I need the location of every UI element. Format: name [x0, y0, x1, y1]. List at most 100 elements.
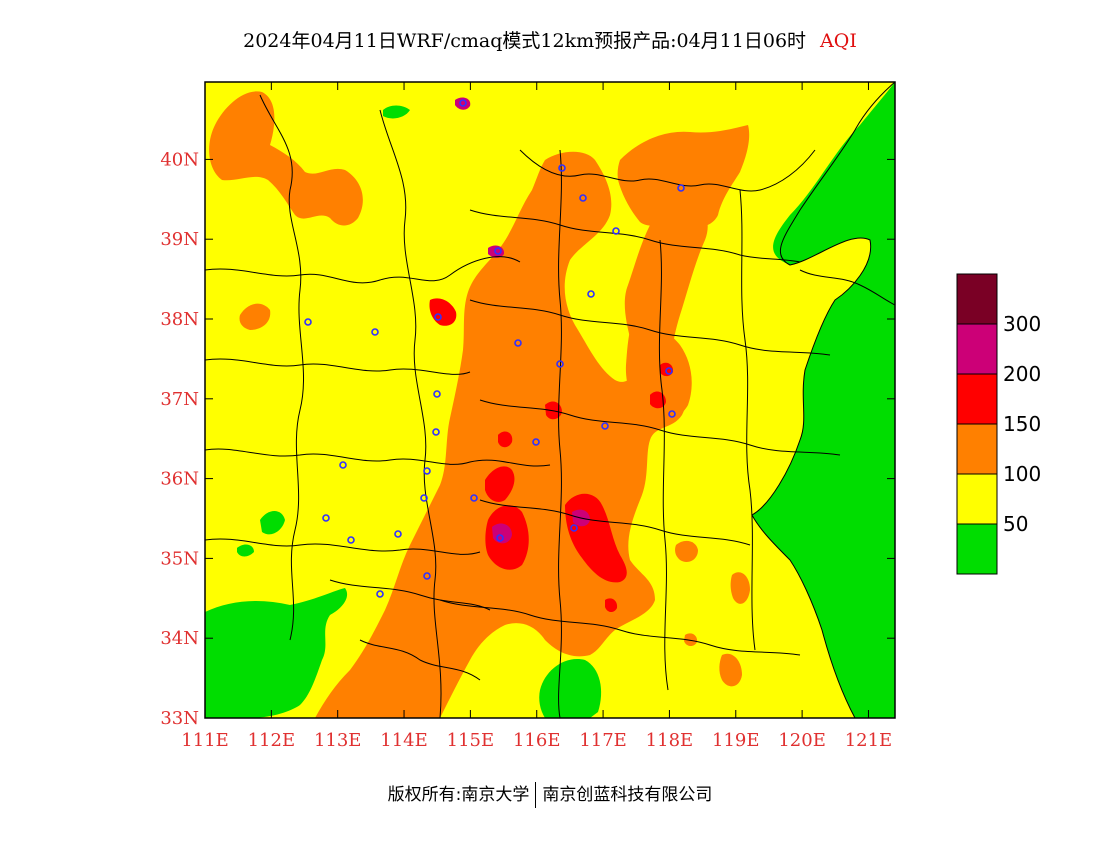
station-marker — [558, 164, 566, 172]
aqi-unhealthy-suzhou — [605, 598, 618, 613]
x-tick-label: 113E — [314, 730, 362, 751]
boundary-line-9 — [469, 299, 831, 356]
station-marker — [514, 339, 522, 347]
aqi-unhealthy-liaocheng — [498, 431, 513, 448]
station-marker — [347, 536, 355, 544]
y-tick-label: 39N — [160, 229, 199, 250]
aqi-sensitive-east-shandong — [625, 325, 692, 421]
legend-label: 200 — [1003, 362, 1041, 386]
x-tick-label: 111E — [181, 730, 229, 751]
station-marker — [394, 530, 402, 538]
footer-separator — [535, 782, 537, 808]
y-axis: 33N 34N 35N 36N 37N 38N 39N 40N — [160, 149, 895, 729]
station-marker — [579, 194, 587, 202]
station-marker — [433, 390, 441, 398]
legend-swatch — [956, 523, 998, 575]
legend-label: 50 — [1003, 512, 1028, 536]
plot-frame — [204, 81, 896, 719]
x-tick-label: 121E — [845, 730, 893, 751]
boundary-line-11 — [479, 499, 751, 546]
aqi-sensitive-northeast — [617, 125, 750, 228]
legend-label: 300 — [1003, 312, 1041, 336]
y-tick-label: 34N — [160, 628, 199, 649]
aqi-unhealthy-handan — [485, 466, 515, 502]
boundary-line-2 — [259, 94, 305, 641]
legend-label: 100 — [1003, 462, 1041, 486]
station-marker — [470, 494, 478, 502]
station-marker — [376, 590, 384, 598]
station-marker — [423, 572, 431, 580]
station-markers — [304, 99, 685, 598]
station-marker — [612, 227, 620, 235]
station-marker — [459, 99, 467, 107]
station-marker — [420, 494, 428, 502]
x-axis: 111E 112E 113E 114E 115E 116E 117E 118E 119E 120E… — [181, 82, 892, 751]
aqi-good-south — [539, 659, 602, 718]
boundary-line-12 — [439, 599, 801, 656]
boundary-line-10 — [479, 399, 841, 456]
legend-label: 150 — [1003, 412, 1041, 436]
title-main: 2024年04月11日WRF/cmaq模式12km预报产品:04月11日06时 — [243, 30, 807, 52]
aqi-good-speck — [237, 544, 254, 557]
aqi-unhealthy-weifang — [650, 391, 666, 409]
station-marker — [494, 247, 502, 255]
footer-company: 南京创蓝科技有限公司 — [542, 785, 713, 805]
y-tick-label: 38N — [160, 309, 199, 330]
station-marker — [601, 422, 609, 430]
province-boundaries — [205, 82, 895, 718]
station-marker — [434, 313, 442, 321]
title-variable: AQI — [820, 30, 857, 52]
x-tick-label: 120E — [778, 730, 826, 751]
station-marker — [570, 524, 578, 532]
boundary-line-13 — [558, 149, 562, 718]
aqi-sensitive-speck — [684, 633, 698, 647]
station-marker — [556, 360, 564, 368]
aqi-unhealthy-dezhou — [545, 401, 562, 420]
footer: 版权所有:南京大学 南京创蓝科技有限公司 — [0, 780, 1100, 808]
x-tick-label: 118E — [646, 730, 694, 751]
legend-swatch — [956, 423, 998, 475]
legend-swatch — [956, 273, 998, 325]
station-marker — [339, 461, 347, 469]
station-marker — [496, 534, 504, 542]
aqi-sensitive-jiangsu-blob — [675, 540, 698, 562]
x-tick-label: 116E — [513, 730, 561, 751]
boundary-line-5 — [205, 448, 551, 467]
x-tick-label: 115E — [447, 730, 495, 751]
aqi-good-north — [383, 105, 410, 119]
boundary-line-17 — [359, 639, 481, 681]
y-tick-label: 37N — [160, 389, 199, 410]
boundary-line-8 — [469, 209, 801, 263]
footer-copyright: 版权所有:南京大学 — [387, 785, 530, 805]
x-tick-label: 112E — [248, 730, 296, 751]
station-marker — [423, 467, 431, 475]
station-marker — [371, 328, 379, 336]
aqi-good-east-sea — [752, 82, 895, 718]
aqi-good-southwest — [205, 588, 348, 718]
station-marker — [668, 410, 676, 418]
x-tick-label: 117E — [579, 730, 627, 751]
boundary-line-15 — [739, 189, 756, 651]
boundary-line-14 — [658, 239, 669, 691]
boundary-line-16 — [329, 579, 491, 611]
boundary-line-6 — [205, 538, 481, 555]
station-marker — [677, 184, 685, 192]
aqi-sensitive-west-blob — [239, 303, 271, 330]
station-marker — [322, 514, 330, 522]
aqi-field — [205, 82, 895, 718]
x-tick-label: 114E — [380, 730, 428, 751]
aqi-good-west — [260, 511, 285, 535]
boundary-line-1 — [205, 256, 521, 284]
coastline — [751, 82, 895, 718]
station-marker — [432, 428, 440, 436]
x-tick-label: 119E — [712, 730, 760, 751]
legend-swatch — [956, 373, 998, 425]
boundary-line-3 — [379, 109, 442, 718]
y-tick-label: 33N — [160, 708, 199, 729]
boundary-line-4 — [205, 358, 471, 375]
aqi-sensitive-south-blob — [719, 653, 742, 687]
map-title: 2024年04月11日WRF/cmaq模式12km预报产品:04月11日06时 A… — [0, 26, 1100, 53]
station-marker — [304, 318, 312, 326]
station-marker — [665, 367, 673, 375]
